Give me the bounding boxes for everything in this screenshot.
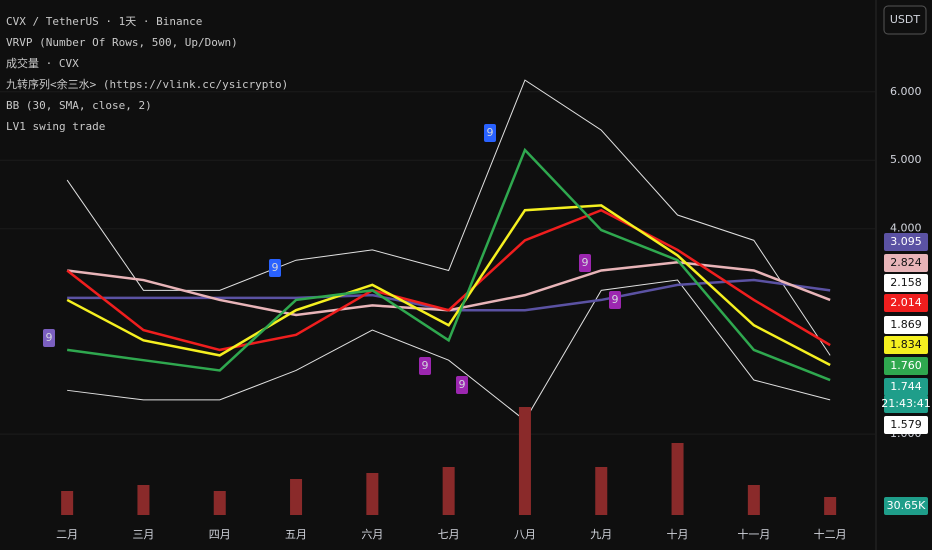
td-marker-label: 9 — [612, 293, 619, 306]
series-line — [66, 147, 831, 382]
price-tag — [884, 316, 928, 334]
volume-bar — [213, 491, 226, 515]
volume-bar — [442, 467, 455, 515]
td-marker-label: 9 — [272, 261, 279, 274]
x-tick-label: 七月 — [438, 528, 460, 541]
price-tag-label: 2.014 — [890, 296, 922, 309]
price-tag-label: 1.834 — [890, 338, 922, 351]
header-line: 九转序列<余三水> (https://vlink.cc/ysicrypto) — [6, 77, 288, 91]
price-tag-label: 1.579 — [890, 418, 922, 431]
currency-label[interactable]: USDT — [890, 13, 921, 26]
header-line: LV1 swing trade — [6, 120, 105, 133]
x-tick-label: 十月 — [667, 527, 689, 541]
td-marker — [43, 329, 55, 347]
volume-bar — [366, 473, 379, 515]
volume-bar — [824, 497, 837, 515]
td-marker — [419, 357, 431, 375]
price-tag — [884, 497, 928, 515]
price-tag — [884, 294, 928, 312]
volume-bar — [671, 443, 684, 515]
x-tick-label: 五月 — [285, 528, 307, 541]
volume-bar — [747, 485, 760, 515]
y-tick-label: 4.000 — [890, 222, 922, 235]
price-tag-label: 1.744 — [890, 380, 922, 393]
price-tag — [884, 336, 928, 354]
price-tag — [884, 378, 928, 396]
price-tag-label: 1.760 — [890, 359, 922, 372]
price-tag — [884, 416, 928, 434]
header-line: BB (30, SMA, close, 2) — [6, 99, 152, 112]
x-tick-label: 二月 — [56, 528, 78, 541]
price-tag — [884, 233, 928, 251]
price-tag — [884, 395, 928, 413]
currency-button[interactable] — [883, 5, 927, 35]
price-tag-label: 2.824 — [890, 256, 922, 269]
td-marker-label: 9 — [582, 256, 589, 269]
volume-bar — [595, 467, 608, 515]
price-tag — [884, 254, 928, 272]
td-marker — [579, 254, 591, 272]
x-tick-label: 十二月 — [814, 527, 847, 541]
x-tick-label: 九月 — [590, 528, 612, 541]
header-line: VRVP (Number Of Rows, 500, Up/Down) — [6, 36, 238, 49]
series-line — [67, 279, 831, 422]
x-tick-label: 八月 — [514, 528, 536, 541]
price-tag-label: 3.095 — [890, 235, 922, 248]
header-line: 成交量 · CVX — [6, 56, 79, 70]
y-tick-label: 5.000 — [890, 153, 922, 166]
x-tick-label: 六月 — [361, 528, 383, 541]
x-tick-label: 四月 — [209, 528, 231, 541]
header-line: CVX / TetherUS · 1天 · Binance — [6, 15, 202, 28]
price-tag-label: 30.65K — [887, 499, 926, 512]
x-tick-label: 三月 — [132, 528, 154, 541]
td-marker — [484, 124, 496, 142]
td-marker-label: 9 — [487, 126, 494, 139]
price-tag — [884, 357, 928, 375]
volume-bar — [61, 491, 74, 515]
price-tag-label: 21:43:41 — [881, 397, 930, 410]
series-line — [66, 204, 831, 367]
price-tag — [884, 274, 928, 292]
series-line — [66, 208, 831, 352]
td-marker-label: 9 — [422, 359, 429, 372]
series-line — [66, 79, 831, 356]
td-marker — [269, 259, 281, 277]
volume-bar — [137, 485, 150, 515]
volume-bar — [518, 407, 531, 515]
price-tag-label: 2.158 — [890, 276, 922, 289]
x-tick-label: 十一月 — [737, 527, 770, 541]
price-tag-label: 1.869 — [890, 318, 922, 331]
td-marker — [456, 376, 468, 394]
td-marker-label: 9 — [46, 331, 53, 344]
td-marker — [609, 291, 621, 309]
volume-bar — [290, 479, 303, 515]
y-tick-label: 6.000 — [890, 85, 922, 98]
td-marker-label: 9 — [459, 378, 466, 391]
